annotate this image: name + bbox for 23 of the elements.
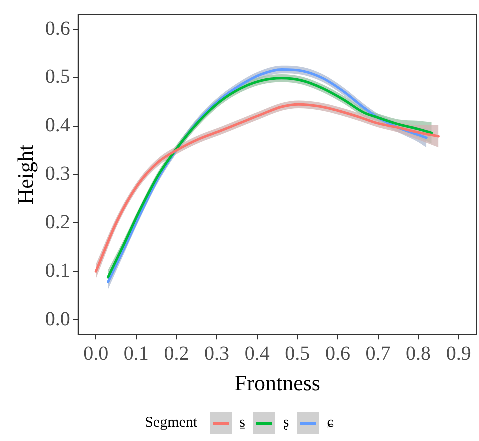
x-tick-label: 0.8 [406, 342, 432, 365]
x-tick-label: 0.0 [84, 342, 109, 365]
x-tick-label: 0.6 [325, 342, 350, 365]
x-tick-label: 0.5 [285, 342, 310, 365]
x-tick-label: 0.1 [124, 342, 149, 365]
legend-title: Segment [145, 414, 198, 432]
y-axis-title: Height [12, 144, 38, 205]
y-tick-label: 0.4 [45, 114, 70, 137]
legend-label: ɕ [327, 414, 334, 432]
legend-label: ʂ [283, 414, 290, 432]
legend-label: s̱ [240, 414, 246, 432]
y-tick-label: 0.5 [45, 66, 70, 88]
y-tick-label: 0.1 [45, 260, 70, 282]
x-tick-label: 0.4 [244, 342, 270, 365]
x-tick-label: 0.7 [366, 342, 391, 365]
y-tick-label: 0.2 [45, 211, 70, 234]
x-tick-label: 0.2 [164, 342, 190, 365]
x-tick-label: 0.3 [204, 342, 230, 365]
x-tick-label: 0.9 [446, 342, 472, 365]
x-axis-title: Frontness [234, 370, 320, 396]
y-tick-label: 0.6 [45, 18, 70, 40]
y-tick-label: 0.0 [45, 308, 70, 330]
y-tick-label: 0.3 [45, 163, 70, 186]
